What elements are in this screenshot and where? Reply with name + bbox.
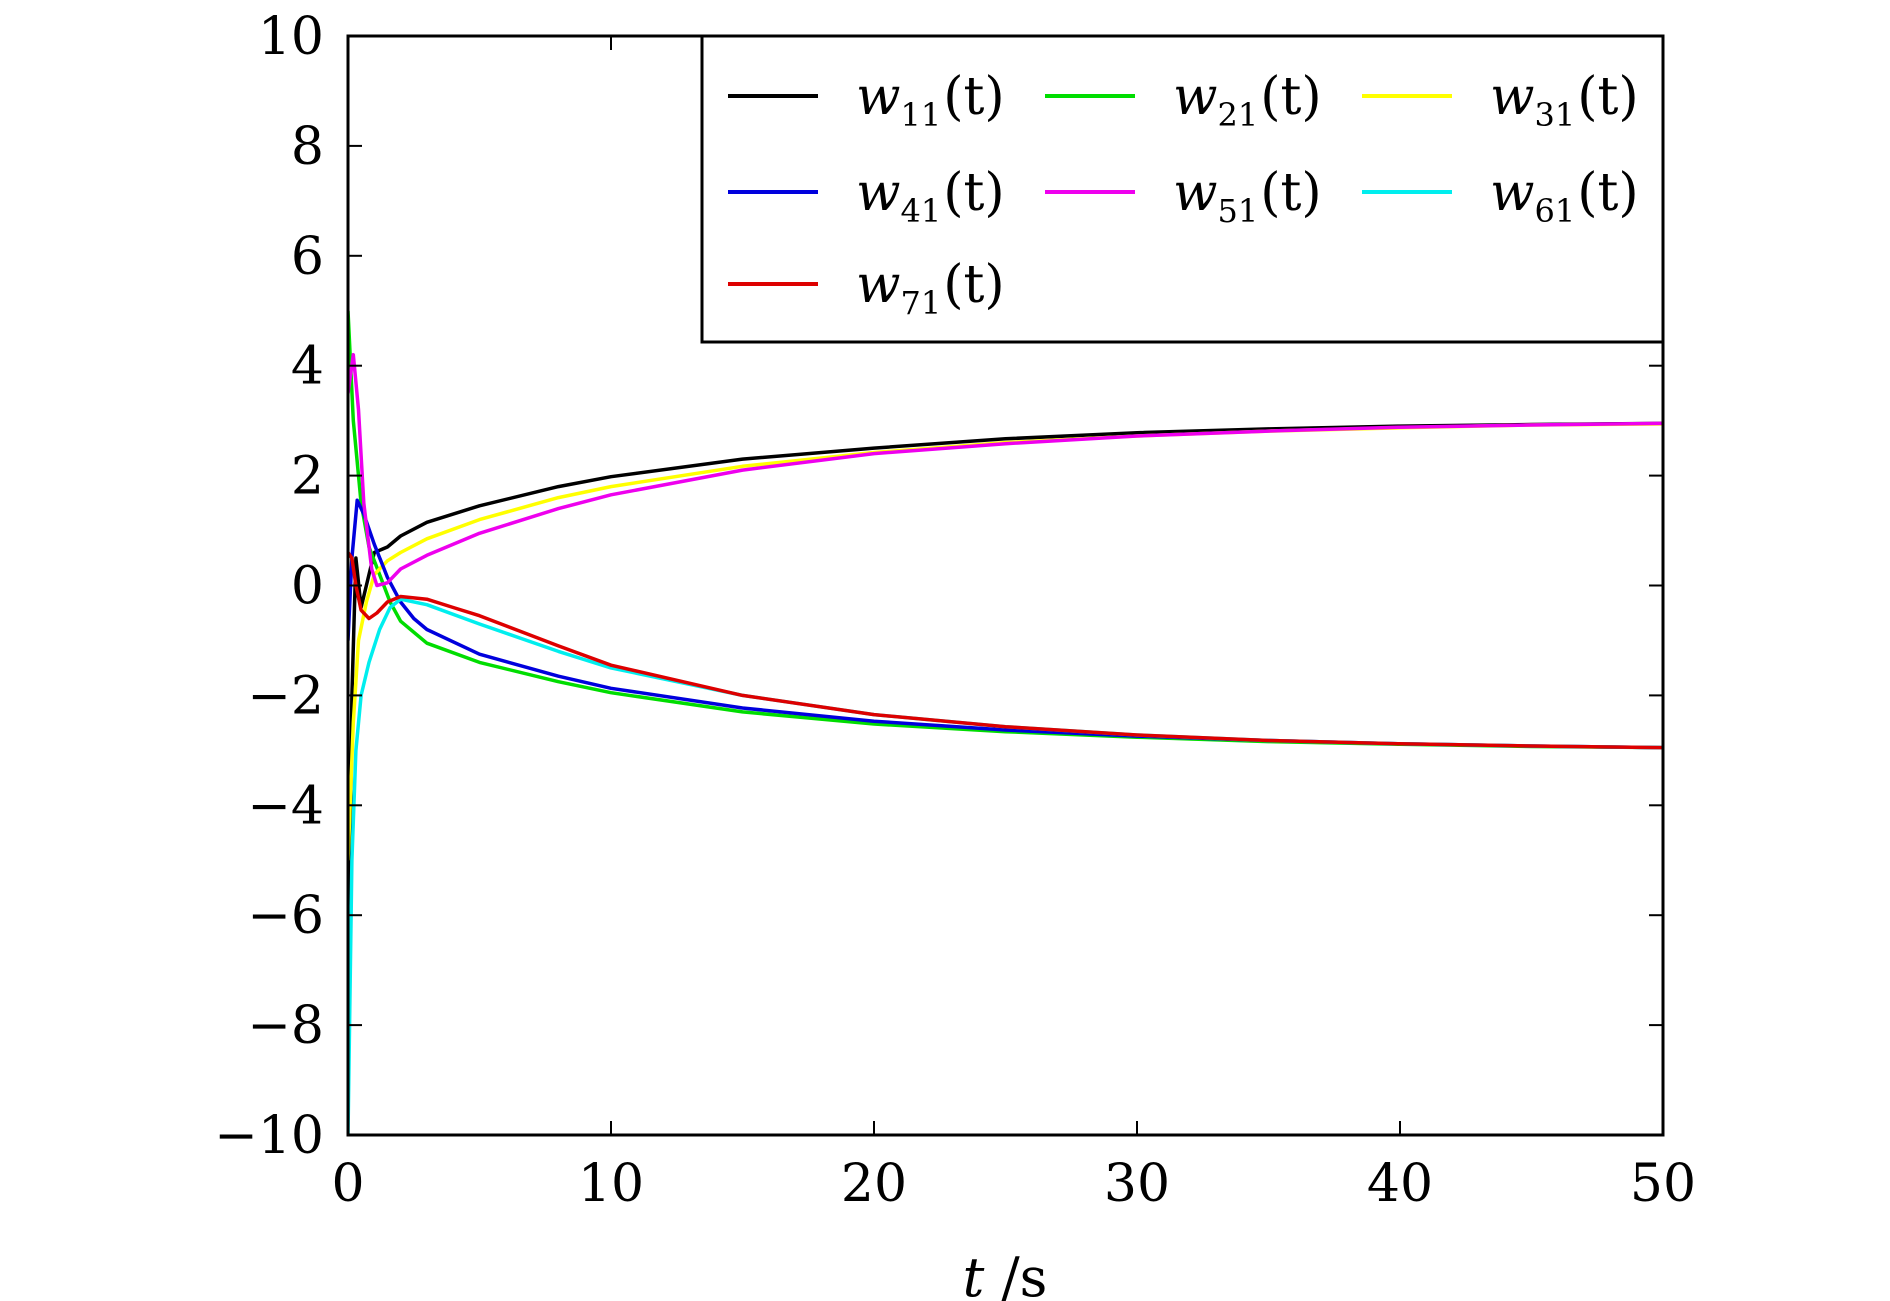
legend-label-sub: 51 <box>1218 192 1259 230</box>
legend-label: w11(t) <box>856 67 1005 134</box>
y-tick-label: 6 <box>291 227 324 287</box>
y-tick-label: 0 <box>291 557 324 617</box>
x-axis-label-unit: /s <box>984 1246 1047 1301</box>
series-line-71 <box>348 551 1663 750</box>
legend-label-arg: (t) <box>1577 163 1638 223</box>
x-tick-label: 20 <box>841 1154 907 1214</box>
x-axis-label: t /s <box>963 1246 1048 1301</box>
legend-label-sub: 11 <box>901 96 942 134</box>
legend-label: w61(t) <box>1490 163 1639 230</box>
x-tick-label: 50 <box>1630 1154 1696 1214</box>
y-tick-label: 2 <box>291 447 324 507</box>
x-tick-label: 0 <box>331 1154 364 1214</box>
legend-label: w41(t) <box>856 163 1005 230</box>
series-line-51 <box>348 352 1663 588</box>
legend-label-sub: 61 <box>1535 192 1576 230</box>
legend-label-base: w <box>856 163 901 223</box>
y-tick-label: 8 <box>291 117 324 177</box>
ticks-layer: 0 10 20 30 40 50 −10 −8 −6 −4 −2 0 2 4 6 8 10 <box>214 7 1696 1214</box>
legend-label-arg: (t) <box>943 255 1004 315</box>
legend-label-arg: (t) <box>1577 67 1638 127</box>
x-tick-label: 30 <box>1104 1154 1170 1214</box>
legend-label-base: w <box>856 67 901 127</box>
y-tick-label: −8 <box>247 996 324 1056</box>
legend-label-base: w <box>1490 163 1535 223</box>
legend-label-arg: (t) <box>943 67 1004 127</box>
legend-label-sub: 41 <box>901 192 942 230</box>
legend-label-sub: 31 <box>1535 96 1576 134</box>
series-layer <box>348 310 1663 1135</box>
legend-label-sub: 21 <box>1218 96 1259 134</box>
y-tick-label: −2 <box>247 666 324 726</box>
x-tick-label: 10 <box>578 1154 644 1214</box>
x-axis-label-var: t <box>963 1246 985 1301</box>
legend-label-arg: (t) <box>1260 163 1321 223</box>
legend-box <box>700 34 1665 344</box>
legend-label-base: w <box>1490 67 1535 127</box>
series-line-21 <box>348 310 1663 750</box>
legend-label-arg: (t) <box>1260 67 1321 127</box>
legend-label-base: w <box>856 255 901 315</box>
y-tick-label: −6 <box>247 886 324 946</box>
y-tick-label: 4 <box>291 337 324 397</box>
y-tick-label: −4 <box>247 776 324 836</box>
legend-label: w71(t) <box>856 255 1005 322</box>
legend: w11(t) w21(t) w31(t)w41(t) w51(t) w61(t)w71(… <box>700 34 1665 344</box>
legend-label: w31(t) <box>1490 67 1639 134</box>
legend-label-arg: (t) <box>943 163 1004 223</box>
legend-label: w51(t) <box>1173 163 1322 230</box>
legend-label-base: w <box>1173 163 1218 223</box>
legend-label-base: w <box>1173 67 1218 127</box>
legend-label-sub: 71 <box>901 284 942 322</box>
y-tick-label: 10 <box>258 7 324 67</box>
x-tick-label: 40 <box>1367 1154 1433 1214</box>
series-line-41 <box>348 498 1663 750</box>
series-line-11 <box>348 421 1663 1053</box>
y-tick-label: −10 <box>214 1106 324 1166</box>
legend-label: w21(t) <box>1173 67 1322 134</box>
